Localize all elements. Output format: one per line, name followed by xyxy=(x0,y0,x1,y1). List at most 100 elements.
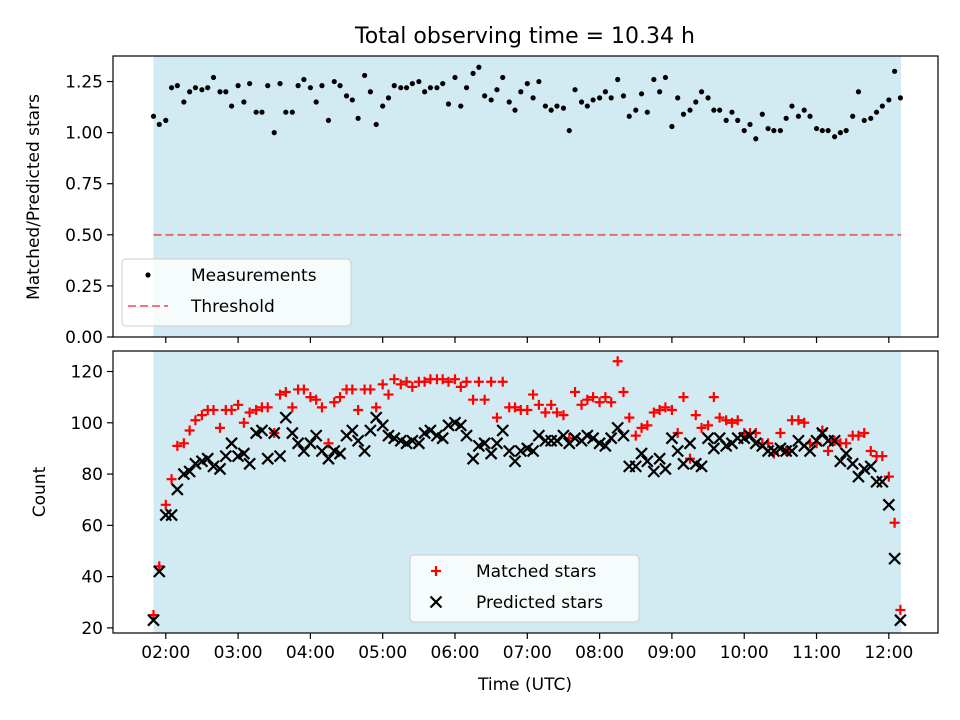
measurement-point xyxy=(813,125,820,132)
series-predicted-stars xyxy=(147,411,907,627)
series-matched-stars xyxy=(148,356,906,621)
predicted-star-point xyxy=(261,452,275,465)
matched-star-point xyxy=(799,417,810,428)
measurement-point xyxy=(265,83,271,89)
matched-star-point xyxy=(479,394,490,405)
measurement-point xyxy=(578,99,585,105)
predicted-star-point xyxy=(604,431,618,445)
measurement-point xyxy=(566,127,572,134)
measurement-point xyxy=(633,107,639,113)
y-tick-label: 1.25 xyxy=(65,73,103,93)
y-tick-label: 1.00 xyxy=(65,124,103,144)
measurement-point xyxy=(536,78,542,85)
measurement-point xyxy=(753,136,759,142)
measurement-point xyxy=(868,115,874,121)
matched-star-point xyxy=(588,392,599,403)
predicted-star-point xyxy=(237,447,251,460)
predicted-star-point xyxy=(165,508,178,522)
predicted-star-point xyxy=(442,419,455,432)
measurement-point xyxy=(843,127,849,134)
matched-star-point xyxy=(491,412,502,423)
measurement-point xyxy=(253,109,259,115)
matched-star-point xyxy=(347,384,358,395)
measurement-point xyxy=(398,85,404,91)
legend-marker-predicted xyxy=(429,595,443,609)
measurement-point xyxy=(355,115,361,121)
matched-star-point xyxy=(275,389,286,400)
matched-star-point xyxy=(775,428,786,439)
matched-star-point xyxy=(895,604,906,615)
predicted-star-point xyxy=(346,424,359,437)
bottom-panel: 20 40 60 80 100 120 02:00 03:00 04:00 05:00 06:00 0… xyxy=(71,350,939,663)
x-tick-label: 04:00 xyxy=(286,643,335,663)
matched-star-point xyxy=(196,410,207,421)
matched-star-point xyxy=(618,387,629,398)
measurement-point xyxy=(445,101,452,107)
measurement-point xyxy=(494,87,500,93)
predicted-star-point xyxy=(641,454,654,468)
measurement-point xyxy=(192,85,199,91)
predicted-star-point xyxy=(322,452,335,465)
matched-star-point xyxy=(335,392,346,403)
measurement-point xyxy=(524,80,530,87)
y-tick-label: 0.00 xyxy=(65,328,103,348)
measurement-point xyxy=(313,99,319,105)
matched-star-point xyxy=(703,420,714,431)
matched-star-point xyxy=(823,445,834,456)
top-panel: 0.00 0.25 0.50 0.75 1.00 1.25 Measurements Thre… xyxy=(65,55,939,348)
predicted-star-point xyxy=(611,421,624,435)
measurement-point xyxy=(705,95,711,101)
measurement-point xyxy=(771,127,777,134)
measurement-point xyxy=(608,95,614,101)
matched-star-point xyxy=(696,422,707,433)
measurement-point xyxy=(247,80,253,87)
matched-star-point xyxy=(316,402,327,413)
predicted-star-point xyxy=(857,462,871,476)
y-tick-label: 0.50 xyxy=(65,226,103,246)
y-tick-label: 20 xyxy=(81,619,103,639)
x-tick-label: 02:00 xyxy=(141,643,190,663)
measurement-point xyxy=(373,121,379,128)
predicted-star-point xyxy=(412,437,426,450)
bottom-y-axis-label: Count xyxy=(30,466,50,517)
top-y-axis-label: Matched/Predicted stars xyxy=(24,94,44,300)
y-tick-label: 0.75 xyxy=(65,175,103,195)
matched-star-point xyxy=(178,438,189,449)
matched-star-point xyxy=(455,381,466,392)
matched-star-point xyxy=(654,404,665,415)
predicted-star-point xyxy=(508,454,522,468)
matched-star-point xyxy=(251,404,262,415)
matched-star-point xyxy=(546,399,557,410)
measurement-point xyxy=(542,103,548,109)
matched-star-point xyxy=(262,402,273,413)
measurement-point xyxy=(747,121,753,128)
measurement-point xyxy=(440,80,446,87)
predicted-star-point xyxy=(219,449,233,463)
measurement-point xyxy=(367,89,374,95)
matched-star-point xyxy=(371,402,382,413)
measurement-point xyxy=(199,87,205,93)
measurement-point xyxy=(307,85,313,91)
predicted-star-point xyxy=(557,429,570,442)
measurement-point xyxy=(615,76,621,83)
matched-star-point xyxy=(443,376,454,387)
measurement-point xyxy=(801,107,807,113)
measurement-point xyxy=(283,109,289,115)
measurement-point xyxy=(331,78,337,85)
matched-star-point xyxy=(510,402,521,413)
measurement-point xyxy=(295,83,301,89)
matched-star-point xyxy=(172,440,183,451)
predicted-star-point xyxy=(846,457,859,471)
matched-star-point xyxy=(678,392,689,403)
matched-star-point xyxy=(576,399,587,410)
predicted-star-point xyxy=(147,613,160,627)
x-tick-label: 05:00 xyxy=(358,643,407,663)
y-tick-label: 80 xyxy=(81,465,103,485)
measurement-point xyxy=(759,111,765,117)
predicted-star-point xyxy=(387,431,401,445)
predicted-star-point xyxy=(286,426,299,440)
predicted-star-point xyxy=(152,565,166,578)
predicted-star-point xyxy=(466,452,480,465)
measurement-point xyxy=(584,103,590,109)
predicted-star-point xyxy=(876,475,889,489)
